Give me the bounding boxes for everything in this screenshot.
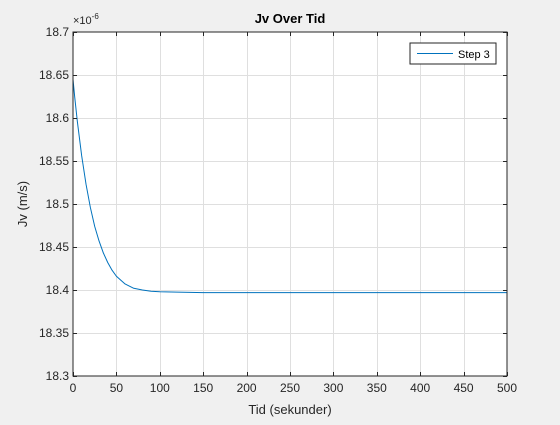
x-tick-label: 500 [497, 381, 517, 395]
y-tick-label: 18.6 [46, 111, 70, 125]
x-tick-label: 350 [367, 381, 387, 395]
y-tick-label: 18.5 [46, 197, 70, 211]
x-tick-label: 300 [323, 381, 343, 395]
y-exponent-label: ×10-6 [73, 12, 99, 27]
y-tick-label: 18.7 [46, 25, 70, 39]
series-line-step-3 [72, 78, 507, 376]
y-tick-label: 18.35 [39, 326, 69, 340]
x-tick-label: 0 [70, 381, 77, 395]
series-layer [72, 78, 507, 376]
y-tick-label: 18.65 [39, 68, 69, 82]
chart-title: Jv Over Tid [255, 11, 326, 26]
x-tick-label: 100 [150, 381, 170, 395]
x-tick-label: 200 [237, 381, 257, 395]
x-axis-label: Tid (sekunder) [248, 402, 331, 417]
x-tick-label: 450 [454, 381, 474, 395]
legend-label-step-3: Step 3 [458, 49, 490, 61]
y-tick-labels: 18.3 18.35 18.4 18.45 18.5 18.55 18.6 18.65 18.7 [39, 25, 69, 383]
x-tick-labels: 0 50 100 150 200 250 300 350 400 450 500 [70, 381, 518, 395]
y-axis-label: Jv (m/s) [15, 181, 30, 227]
y-tick-label: 18.45 [39, 240, 69, 254]
x-tick-label: 400 [410, 381, 430, 395]
y-tick-label: 18.4 [46, 283, 70, 297]
x-tick-label: 50 [110, 381, 124, 395]
legend[interactable]: Step 3 [409, 42, 497, 65]
y-tick-label: 18.3 [46, 369, 70, 383]
x-tick-label: 250 [280, 381, 300, 395]
grid [73, 32, 507, 376]
y-tick-label: 18.55 [39, 154, 69, 168]
ticks [73, 32, 508, 377]
x-tick-label: 150 [193, 381, 213, 395]
y-exponent-power: -6 [92, 12, 100, 21]
